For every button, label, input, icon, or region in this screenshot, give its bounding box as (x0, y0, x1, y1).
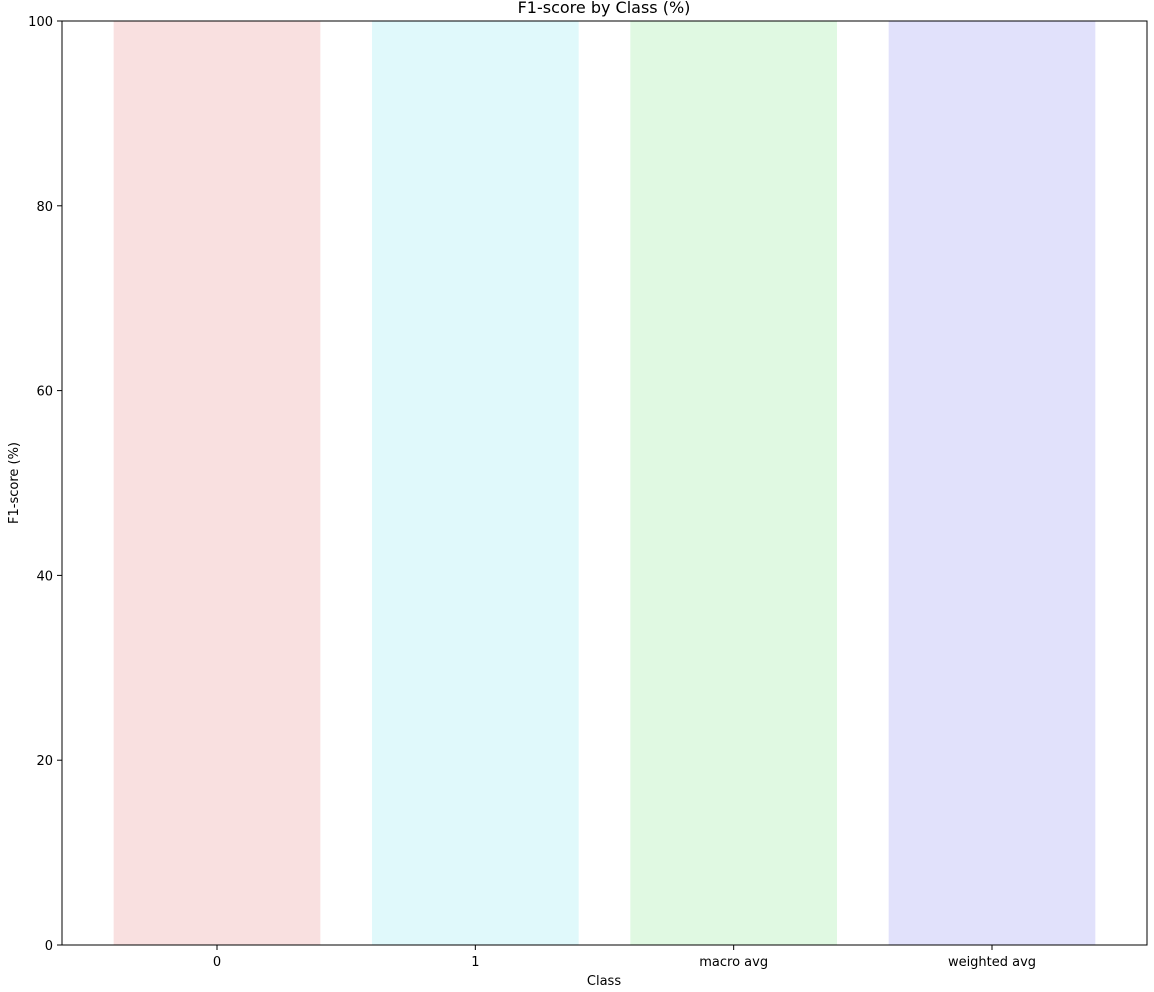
y-tick-label: 0 (45, 939, 53, 954)
x-tick-label: 0 (213, 955, 221, 970)
x-tick-label: 1 (471, 955, 479, 970)
x-tick-label: macro avg (699, 955, 768, 970)
y-tick-label: 100 (28, 15, 53, 30)
bar-3 (888, 21, 1096, 945)
x-axis-ticks: 0 1 macro avg weighted avg (213, 945, 1036, 970)
x-tick-label: weighted avg (948, 955, 1036, 970)
y-tick-label: 60 (36, 385, 53, 400)
y-axis-label: F1-score (%) (7, 442, 22, 524)
plot-frame (61, 20, 1148, 946)
y-axis-ticks: 0 20 40 60 80 100 (28, 15, 62, 954)
y-tick-label: 40 (36, 569, 53, 584)
y-tick-label: 80 (36, 200, 53, 215)
bar-0 (113, 21, 321, 945)
bar-2 (630, 21, 837, 945)
bar-1 (372, 21, 579, 945)
y-tick-label: 20 (36, 754, 53, 769)
bars-group (113, 21, 1096, 945)
x-axis-label: Class (587, 974, 621, 989)
chart-title: F1-score by Class (%) (518, 0, 691, 17)
